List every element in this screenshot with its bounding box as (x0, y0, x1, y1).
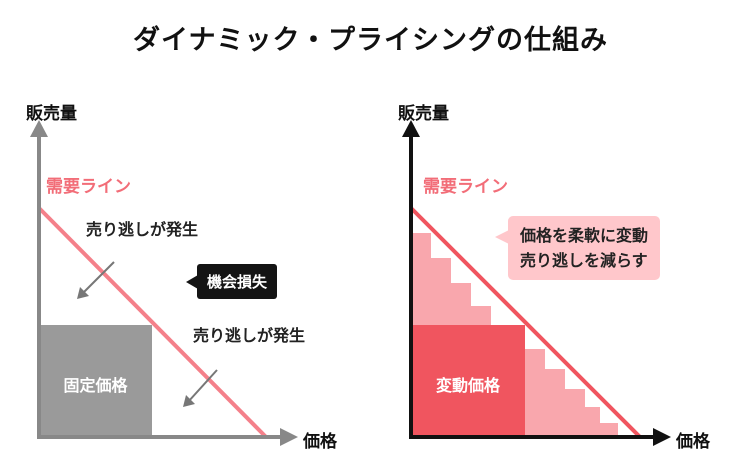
left-x-arrowhead-icon (280, 428, 298, 446)
left-note-bottom-arrowhead-icon (183, 395, 195, 407)
left-note-bottom: 売り逃しが発生 (193, 326, 306, 345)
right-y-arrowhead-icon (402, 120, 420, 137)
left-y-arrowhead-icon (30, 120, 48, 137)
left-note-bottom-arrow-icon (187, 369, 218, 403)
flexible-pricing-callout: 価格を柔軟に変動 売り逃しを減らす (494, 216, 661, 280)
left-demand-line (37, 206, 268, 439)
page-title: ダイナミック・プライシングの仕組み (133, 25, 608, 56)
left-chart (30, 120, 298, 446)
fixed-price-label: 固定価格 (63, 376, 128, 395)
left-demand-line-label: 需要ライン (46, 177, 131, 197)
right-demand-line (409, 206, 642, 439)
fixed-price-block (39, 325, 152, 437)
left-x-axis-label: 価格 (303, 432, 337, 452)
left-y-axis-label: 販売量 (26, 104, 77, 124)
right-demand-line-label: 需要ライン (423, 177, 508, 197)
left-note-top-arrowhead-icon (77, 287, 89, 299)
left-note-top: 売り逃しが発生 (86, 220, 199, 239)
callout-line-2: 売り逃しを減らす (520, 251, 648, 270)
right-x-arrowhead-icon (653, 428, 671, 446)
right-x-axis-label: 価格 (676, 432, 710, 452)
right-y-axis-label: 販売量 (398, 104, 449, 124)
callout-line-1: 価格を柔軟に変動 (520, 226, 649, 245)
right-chart (402, 120, 671, 446)
variable-price-label: 変動価格 (435, 376, 500, 395)
left-note-top-arrow-icon (81, 261, 115, 295)
variable-price-block (411, 325, 525, 437)
opportunity-loss-callout: 機会損失 (185, 264, 278, 299)
